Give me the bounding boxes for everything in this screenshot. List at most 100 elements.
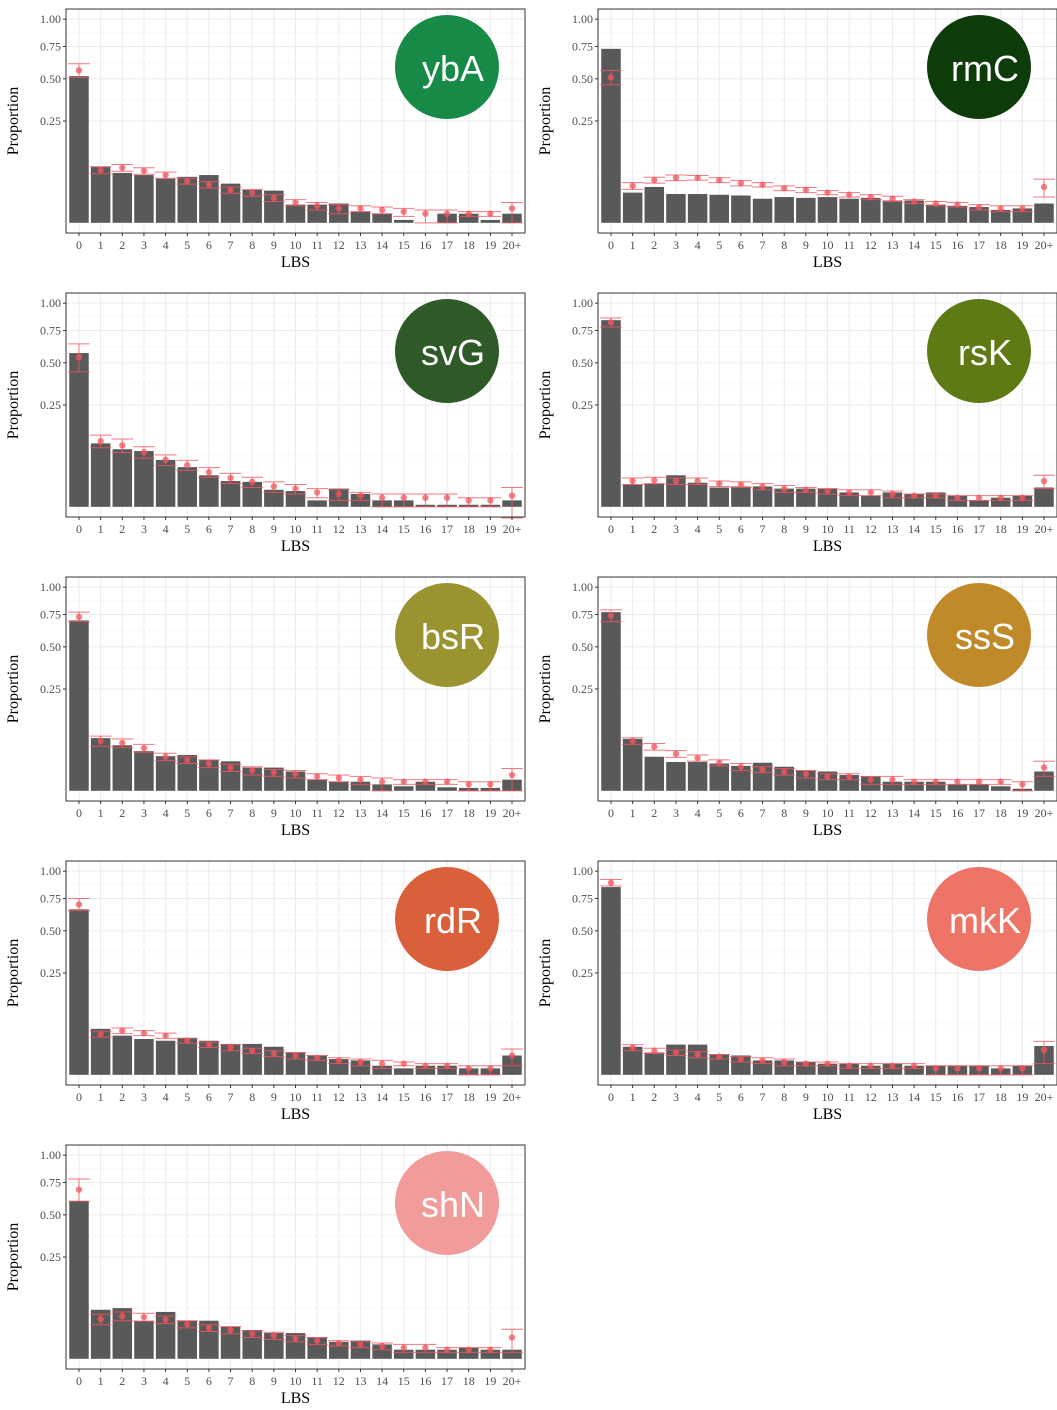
point [802,186,810,194]
point [119,164,126,171]
x-tick-label: 3 [141,1090,147,1104]
x-axis-label: LBS [813,254,842,271]
x-tick-label: 8 [249,806,255,820]
bar [394,786,414,791]
bar [904,200,924,223]
point [651,1047,658,1054]
point [1019,205,1026,212]
x-tick-label: 3 [141,238,147,252]
bar [774,1060,794,1075]
bar [372,1344,392,1359]
y-axis-label: Proportion [5,1223,22,1291]
bar [177,176,197,223]
point [672,477,680,485]
point [184,177,191,185]
x-axis-label: LBS [281,538,310,555]
x-tick-label: 6 [206,1090,212,1104]
x-tick-label: 9 [271,806,277,820]
x-tick-label: 1 [630,1090,636,1104]
x-tick-label: 14 [908,1090,920,1104]
bar [69,353,89,507]
x-tick-label: 1 [630,522,636,536]
x-tick-label: 17 [441,1374,453,1388]
x-tick-label: 14 [376,806,388,820]
bar [415,1349,436,1359]
bar [969,207,989,223]
x-tick-label: 0 [608,522,614,536]
point [889,776,896,783]
x-tick-label: 2 [119,1374,125,1388]
x-tick-label: 15 [930,806,942,820]
point [607,879,615,886]
x-tick-label: 17 [973,522,985,536]
bar [285,1052,306,1075]
x-tick-label: 5 [184,1374,190,1388]
point [184,1037,191,1044]
x-tick-label: 5 [716,806,722,820]
y-tick-label: 0.50 [40,640,61,654]
bar [220,1043,241,1075]
point [975,494,983,501]
bar [437,1065,457,1075]
y-tick-label: 0.75 [572,323,593,337]
x-tick-label: 0 [608,806,614,820]
x-tick-label: 16 [951,522,963,536]
point [508,1052,516,1059]
x-tick-label: 4 [163,1090,169,1104]
x-tick-label: 4 [695,238,701,252]
point [759,766,766,773]
bar [199,475,219,507]
y-tick-label: 0.25 [40,966,61,980]
point [292,1052,299,1059]
bar [329,781,349,791]
point [313,1337,321,1344]
y-tick-label: 0.50 [572,640,593,654]
point [997,494,1004,501]
point [357,1058,364,1066]
bar [437,787,457,791]
bar [350,211,371,223]
x-tick-label: 18 [463,806,475,820]
bar [372,1065,392,1075]
point [227,474,234,482]
point [1019,781,1026,788]
x-tick-label: 13 [886,1090,898,1104]
y-tick-label: 0.75 [40,39,61,53]
y-tick-label: 0.25 [572,682,593,696]
bar [177,1037,197,1075]
x-tick-label: 0 [608,1090,614,1104]
x-tick-label: 8 [249,522,255,536]
bar [796,197,816,223]
bar [394,219,414,223]
bar [839,1063,859,1075]
point [119,1312,126,1320]
point [889,1062,896,1069]
point [75,67,83,74]
point [975,778,983,785]
x-tick-label: 4 [695,806,701,820]
point [270,483,278,490]
x-tick-label: 4 [695,1090,701,1104]
point [845,191,853,198]
point [672,750,680,758]
x-tick-label: 13 [886,806,898,820]
bar [926,781,946,791]
point [694,1051,701,1058]
bar [134,1320,154,1359]
badge [927,15,1031,119]
point [845,1062,853,1069]
point [487,210,494,217]
x-tick-label: 2 [651,1090,657,1104]
bar [285,491,306,507]
y-tick-label: 0.25 [572,398,593,412]
point [465,497,472,504]
point [205,468,213,476]
y-axis-label: Proportion [5,371,22,439]
x-tick-label: 11 [843,1090,855,1104]
point [824,1060,831,1067]
point [867,193,875,201]
x-tick-label: 17 [441,522,453,536]
x-tick-label: 12 [333,238,345,252]
badge-label: rsK [958,332,1012,373]
